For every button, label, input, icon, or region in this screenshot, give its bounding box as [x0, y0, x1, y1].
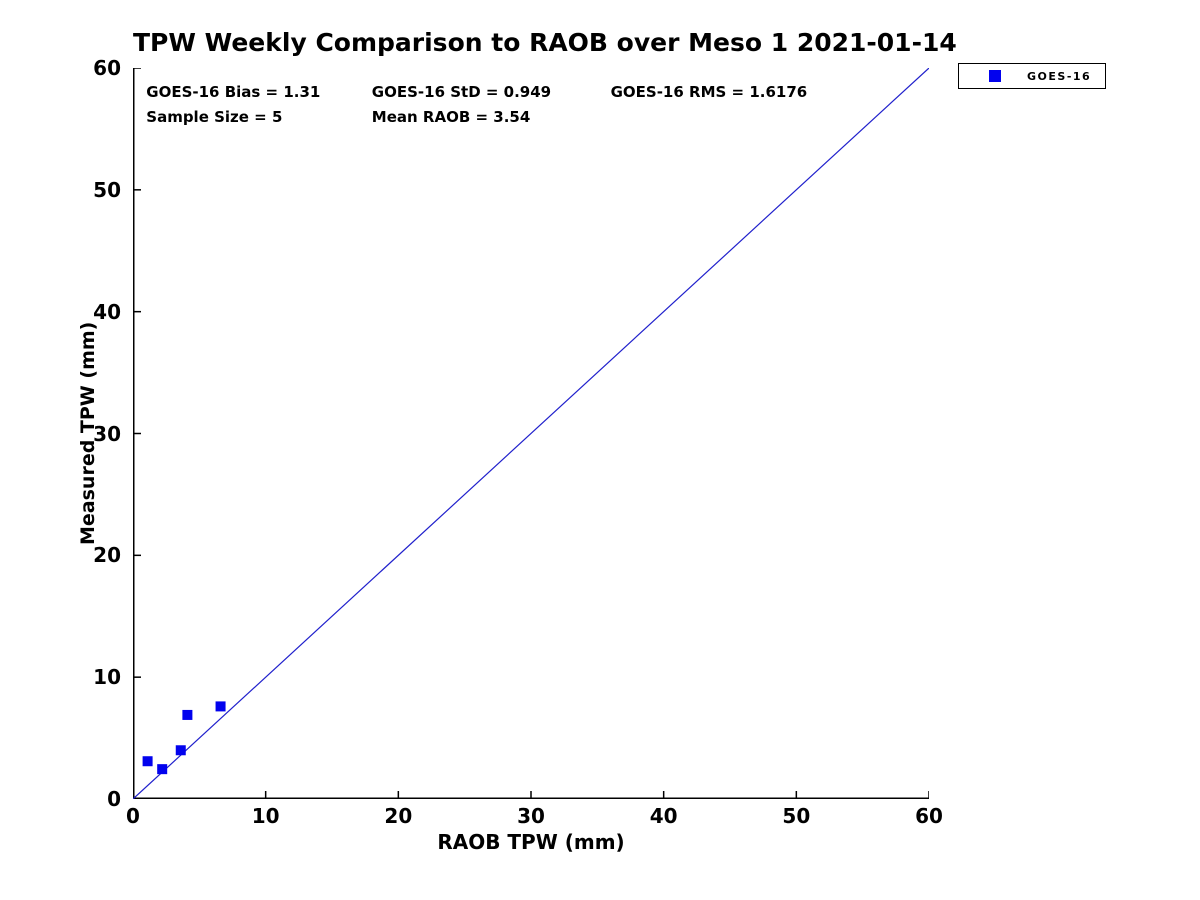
x-tick-label: 40 — [649, 804, 678, 828]
data-point — [215, 701, 226, 712]
stats-annotation: Mean RAOB = 3.54 — [371, 107, 531, 126]
y-tick-label: 60 — [93, 56, 121, 80]
x-axis-label: RAOB TPW (mm) — [437, 830, 625, 854]
plot-svg — [132, 67, 930, 800]
data-point — [175, 745, 186, 756]
legend-square-marker-icon — [989, 70, 1001, 82]
x-tick-label: 30 — [517, 804, 545, 828]
x-tick-label: 10 — [251, 804, 280, 828]
data-point — [182, 709, 193, 720]
stats-annotation: Sample Size = 5 — [146, 107, 283, 126]
data-point — [142, 756, 153, 767]
legend: GOES-16 — [958, 63, 1106, 89]
plot-area — [132, 67, 930, 800]
chart-title: TPW Weekly Comparison to RAOB over Meso … — [133, 28, 957, 57]
x-tick-label: 0 — [126, 804, 140, 828]
data-point — [157, 764, 168, 775]
y-tick-label: 40 — [93, 299, 121, 324]
y-tick-label: 0 — [107, 787, 121, 811]
stats-annotation: GOES-16 Bias = 1.31 — [146, 83, 321, 102]
stats-annotation: GOES-16 RMS = 1.6176 — [610, 83, 808, 102]
x-tick-label: 60 — [915, 804, 943, 828]
y-tick-label: 50 — [93, 177, 121, 202]
x-tick-label: 20 — [384, 804, 413, 828]
x-tick-label: 50 — [782, 804, 811, 828]
legend-label: GOES-16 — [1027, 69, 1092, 83]
y-tick-label: 20 — [93, 543, 121, 568]
y-tick-label: 10 — [93, 665, 121, 690]
y-tick-label: 30 — [93, 421, 121, 446]
identity-line — [132, 67, 930, 800]
stats-annotation: GOES-16 StD = 0.949 — [371, 83, 552, 102]
